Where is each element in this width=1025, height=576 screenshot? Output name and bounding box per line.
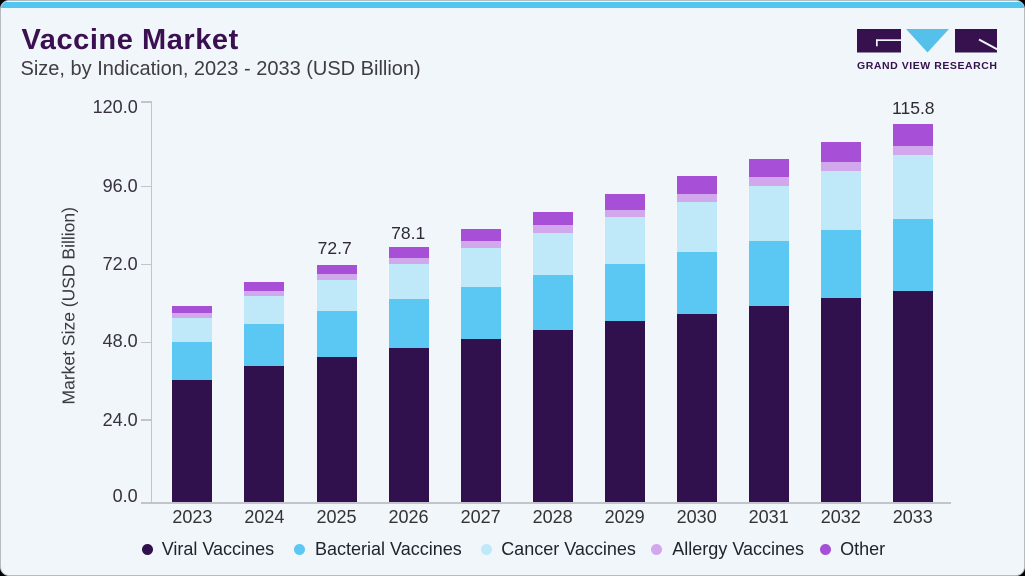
svg-text:GRAND VIEW RESEARCH: GRAND VIEW RESEARCH <box>857 60 998 72</box>
